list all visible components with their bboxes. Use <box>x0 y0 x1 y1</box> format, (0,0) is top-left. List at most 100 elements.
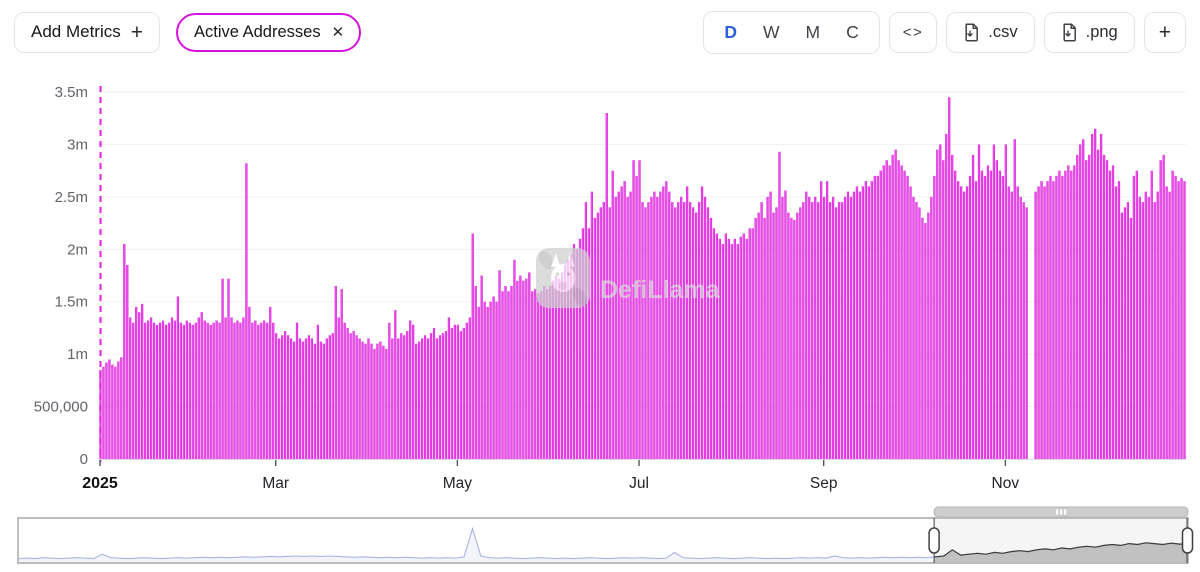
bar <box>334 285 337 459</box>
bar <box>733 238 736 459</box>
bar <box>852 191 856 460</box>
bar <box>805 191 808 460</box>
interval-weekly[interactable]: W <box>762 21 780 42</box>
bar <box>149 317 153 459</box>
bar <box>1043 186 1046 459</box>
bar <box>614 196 617 460</box>
bar <box>200 312 203 459</box>
bar <box>703 196 707 460</box>
bar <box>1049 175 1052 459</box>
bar <box>840 202 844 459</box>
bar <box>668 191 671 460</box>
bar <box>278 338 281 459</box>
bar <box>379 341 382 459</box>
bar <box>921 217 924 459</box>
bar <box>968 175 972 459</box>
bar <box>948 97 951 460</box>
bar <box>873 175 876 459</box>
bar <box>742 233 745 459</box>
brush-selection[interactable] <box>18 518 1188 563</box>
close-icon[interactable]: ✕ <box>331 23 345 41</box>
brush-handle-right[interactable] <box>1181 527 1194 554</box>
bar <box>632 160 635 459</box>
bar <box>757 212 760 459</box>
bar <box>358 338 361 459</box>
bar <box>471 233 474 459</box>
download-csv-button[interactable]: .csv <box>946 11 1035 53</box>
bar <box>635 175 638 459</box>
bar <box>1082 139 1085 459</box>
bar <box>584 202 588 459</box>
bar <box>814 196 817 460</box>
bar <box>724 233 727 459</box>
bar <box>1061 175 1064 459</box>
bar <box>1007 186 1010 459</box>
bar <box>1073 165 1076 459</box>
bar <box>1144 191 1147 460</box>
bar <box>930 196 933 460</box>
bar <box>1099 133 1103 459</box>
bar <box>718 238 722 459</box>
bar <box>1091 133 1094 459</box>
bar <box>811 202 814 459</box>
bar <box>745 238 748 459</box>
active-addresses-bar-chart[interactable]: 0 500,000 1m 1.5m 2m 2.5m 3m 3.5m DefiLlama 2025 M… <box>0 64 1200 500</box>
metric-pill-active-addresses[interactable]: Active Addresses ✕ <box>176 12 362 52</box>
bar <box>531 291 534 459</box>
bar <box>560 272 564 459</box>
bar <box>388 322 391 459</box>
bar <box>971 154 975 459</box>
bar <box>1108 170 1112 459</box>
code-icon: <> <box>902 23 924 41</box>
bar <box>495 301 498 459</box>
watermark-text: DefiLlama <box>600 276 721 304</box>
y-axis-label: 500,000 <box>34 399 88 416</box>
bar <box>1141 202 1144 459</box>
bar <box>435 338 439 459</box>
bar <box>1147 196 1150 460</box>
interval-cumulative[interactable]: C <box>846 21 859 42</box>
bar <box>879 170 882 459</box>
bar <box>778 151 781 459</box>
bar <box>1126 202 1130 459</box>
plus-icon: + <box>130 20 144 44</box>
bar <box>132 322 135 459</box>
interval-monthly[interactable]: M <box>805 21 821 42</box>
bar <box>429 333 433 459</box>
bar <box>281 335 284 459</box>
bar <box>1183 181 1186 459</box>
bar <box>694 212 698 459</box>
bar <box>721 244 725 459</box>
drag-grip-icon <box>1056 509 1059 515</box>
bar <box>980 170 984 459</box>
bar <box>370 343 373 459</box>
bar <box>736 244 739 459</box>
add-chart-button[interactable]: + <box>1143 11 1186 53</box>
bar <box>817 202 820 459</box>
bar <box>152 322 156 459</box>
bar <box>861 186 864 459</box>
download-png-button[interactable]: .png <box>1043 11 1135 53</box>
brush-handle-left[interactable] <box>928 527 940 554</box>
bar <box>1117 181 1121 459</box>
bar <box>248 306 251 459</box>
csv-label: .csv <box>988 22 1018 41</box>
png-label: .png <box>1085 22 1118 41</box>
bar <box>528 272 531 459</box>
embed-code-button[interactable]: <> <box>888 11 938 53</box>
add-metrics-button[interactable]: Add Metrics + <box>14 11 161 53</box>
interval-daily[interactable]: D <box>724 21 737 42</box>
bar <box>680 196 683 460</box>
bar <box>447 317 451 459</box>
bar <box>900 165 903 459</box>
bar <box>700 186 704 459</box>
bar <box>974 181 978 459</box>
bar <box>111 364 114 459</box>
timeline-brush[interactable] <box>0 500 1200 572</box>
bar <box>295 322 299 459</box>
bar <box>1010 191 1013 460</box>
y-axis-label: 0 <box>80 451 88 468</box>
bar <box>903 170 906 459</box>
bar <box>376 343 379 459</box>
bar <box>581 228 585 459</box>
